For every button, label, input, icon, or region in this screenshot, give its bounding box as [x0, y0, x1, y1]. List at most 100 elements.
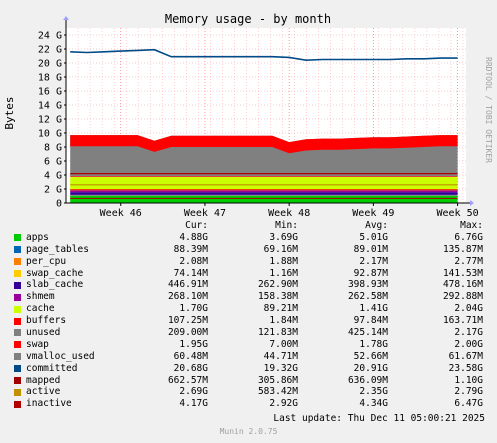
legend-swatch	[14, 400, 21, 408]
legend-name: active	[26, 386, 61, 398]
y-tick-label: 6 G	[44, 157, 62, 168]
legend-cur: 60.48M	[173, 350, 208, 362]
area-slab-cache	[70, 192, 458, 195]
legend-cur: 662.57M	[167, 374, 208, 386]
legend-max: 2.77M	[454, 255, 483, 267]
x-tick-label: Week 50	[437, 208, 479, 219]
legend-max: 2.17G	[454, 327, 483, 339]
axes: 0 2 G 4 G 6 G 8 G 10 G 12 G 14 G 16 G 18 G 20 G 22 …	[38, 16, 479, 219]
legend-avg: 1.78G	[359, 338, 388, 350]
legend-avg: 20.91G	[353, 362, 388, 374]
legend-row-inactive: inactive 4.17G 2.92G 4.34G 6.47G	[14, 398, 484, 410]
legend-swatch	[14, 293, 21, 301]
stacked-areas	[70, 135, 458, 203]
legend-min: 1.84M	[269, 315, 298, 327]
legend-min: 69.16M	[263, 243, 298, 255]
legend-avg: 52.66M	[353, 350, 388, 362]
legend-name: per_cpu	[26, 255, 67, 267]
last-update: Last update: Thu Dec 11 05:00:21 2025	[273, 413, 485, 424]
legend-cur: 268.10M	[167, 291, 208, 303]
legend-min: 583.42M	[257, 386, 298, 398]
rrdtool-credit: RRDTOOL / TOBI OETIKER	[484, 57, 493, 163]
legend-cur: 446.91M	[167, 279, 208, 291]
legend-header: Cur: Min: Avg: Max:	[14, 220, 484, 232]
legend-cur: 2.69G	[179, 386, 208, 398]
x-tick-label: Week 46	[100, 208, 142, 219]
legend-min: 121.83M	[257, 327, 298, 339]
area-swap	[70, 135, 458, 154]
legend-name: slab_cache	[26, 279, 84, 291]
legend-cur: 4.88G	[179, 231, 208, 243]
header-cur: Cur:	[185, 220, 208, 231]
legend-row-swap: swap 1.95G 7.00M 1.78G 2.00G	[14, 339, 484, 351]
legend-max: 141.53M	[442, 267, 483, 279]
legend-name: mapped	[26, 374, 61, 386]
legend-max: 2.04G	[454, 303, 483, 315]
legend-max: 163.71M	[442, 315, 483, 327]
legend-name: page_tables	[26, 243, 89, 255]
legend-row-vmalloc-used: vmalloc_used 60.48M 44.71M 52.66M 61.67M	[14, 351, 484, 363]
legend-row-page-tables: page_tables 88.39M 69.16M 89.01M 135.87M	[14, 244, 484, 256]
legend-min: 3.69G	[269, 231, 298, 243]
series-lines	[70, 48, 458, 199]
y-tick-label: 22 G	[38, 45, 62, 56]
legend-name: unused	[26, 327, 61, 339]
legend-swatch	[14, 365, 21, 373]
legend-name: vmalloc_used	[26, 350, 95, 362]
legend-max: 61.67M	[448, 350, 483, 362]
legend-row-buffers: buffers 107.25M 1.84M 97.84M 163.71M	[14, 315, 484, 327]
legend-max: 6.76G	[454, 231, 483, 243]
legend-swatch	[14, 270, 21, 277]
x-tick-label: Week 47	[184, 208, 226, 219]
y-tick-label: 12 G	[38, 115, 62, 126]
legend-row-slab-cache: slab_cache 446.91M 262.90M 398.93M 478.16M	[14, 279, 484, 291]
legend-swatch	[14, 281, 21, 289]
area-buffers	[70, 176, 458, 177]
area-swap-cache	[70, 194, 458, 196]
y-tick-label: 18 G	[38, 73, 62, 84]
legend-swatch	[14, 234, 21, 242]
y-tick-label: 10 G	[38, 129, 62, 140]
y-tick-label: 8 G	[44, 143, 62, 154]
legend-avg: 2.35G	[359, 386, 388, 398]
y-tick-label: 0	[56, 199, 62, 210]
legend-swatch	[14, 317, 21, 325]
legend-swatch	[14, 305, 21, 313]
legend-swatch	[14, 341, 21, 349]
legend-cur: 1.70G	[179, 303, 208, 315]
legend-min: 1.16M	[269, 267, 298, 279]
legend-min: 2.92G	[269, 398, 298, 410]
legend-avg: 2.17M	[359, 255, 388, 267]
line-committed	[70, 48, 458, 62]
legend-min: 44.71M	[263, 350, 298, 362]
legend-cur: 107.25M	[167, 315, 208, 327]
legend-avg: 92.87M	[353, 267, 388, 279]
legend-min: 305.86M	[257, 374, 298, 386]
y-axis-label: Bytes	[3, 96, 16, 129]
legend-cur: 2.08M	[179, 255, 208, 267]
legend-min: 89.21M	[263, 303, 298, 315]
header-avg: Avg:	[365, 220, 388, 231]
legend-cur: 209.00M	[167, 327, 208, 339]
legend-swatch	[14, 377, 21, 385]
legend-avg: 97.84M	[353, 315, 388, 327]
legend-avg: 425.14M	[347, 327, 388, 339]
legend-cur: 74.14M	[173, 267, 208, 279]
legend-min: 7.00M	[269, 338, 298, 350]
legend-max: 2.00G	[454, 338, 483, 350]
area-cache	[70, 177, 458, 191]
legend-row-shmem: shmem 268.10M 158.38M 262.58M 292.88M	[14, 291, 484, 303]
legend-min: 1.88M	[269, 255, 298, 267]
area-apps	[70, 196, 458, 203]
legend-avg: 1.41G	[359, 303, 388, 315]
y-tick-label: 16 G	[38, 87, 62, 98]
legend-avg: 89.01M	[353, 243, 388, 255]
legend-max: 2.79G	[454, 386, 483, 398]
legend-name: committed	[26, 362, 78, 374]
legend-swatch	[14, 246, 21, 254]
legend-avg: 262.58M	[347, 291, 388, 303]
y-tick-label: 20 G	[38, 59, 62, 70]
x-tick-label: Week 49	[352, 208, 394, 219]
legend-row-committed: committed 20.68G 19.32G 20.91G 23.58G	[14, 363, 484, 375]
legend-avg: 5.01G	[359, 231, 388, 243]
